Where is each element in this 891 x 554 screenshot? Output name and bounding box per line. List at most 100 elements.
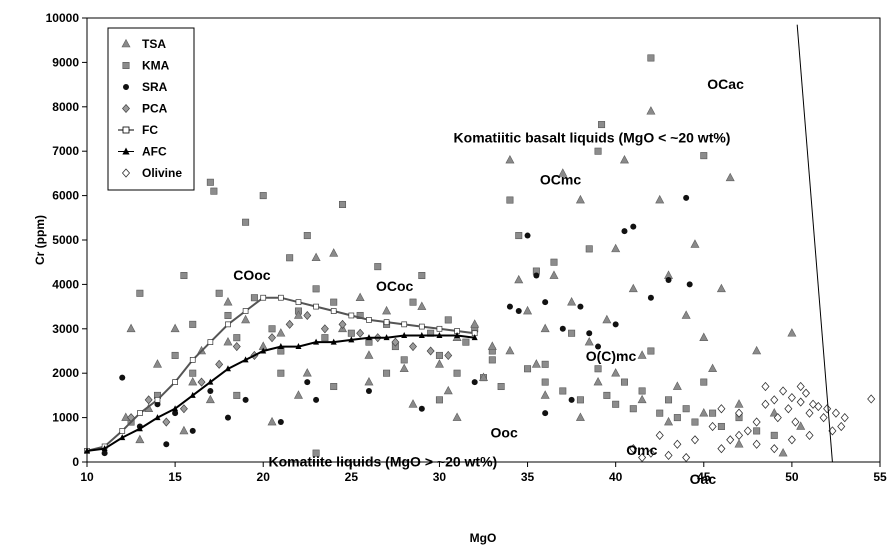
sra-point	[686, 281, 693, 288]
tsa-point	[276, 328, 286, 337]
olivine-point	[837, 421, 846, 432]
kma-point	[700, 152, 708, 160]
fc-point	[207, 339, 214, 345]
x-tick-label: 45	[697, 470, 711, 484]
kma-point	[268, 325, 276, 333]
olivine-point	[726, 435, 735, 445]
legend-box	[107, 27, 195, 191]
fc-point	[119, 428, 126, 434]
tsa-point	[487, 341, 497, 350]
y-tick-label: 5000	[52, 233, 79, 247]
olivine-point	[752, 417, 761, 427]
fc-point	[225, 321, 231, 328]
kma-point	[250, 294, 258, 302]
pca-point	[285, 319, 294, 329]
olivine-point	[717, 444, 726, 454]
kma-point	[691, 418, 699, 426]
sra-point	[542, 299, 549, 306]
olivine-point	[734, 408, 744, 418]
annotation-label: COoc	[233, 267, 271, 283]
olivine-point	[831, 408, 840, 418]
legend-label-fc: FC	[142, 123, 158, 137]
tsa-point	[364, 350, 374, 359]
sra-point	[119, 374, 126, 381]
kma-point	[339, 200, 347, 208]
sra-point	[418, 405, 425, 412]
olivine-point	[805, 408, 814, 418]
kma-point	[629, 405, 637, 413]
tsa-point	[690, 239, 700, 248]
kma-point	[515, 232, 523, 240]
kma-point	[303, 232, 311, 240]
kma-point	[594, 365, 602, 373]
afc-point	[418, 331, 425, 338]
kma-point	[568, 329, 576, 337]
y-tick-label: 1000	[52, 411, 79, 425]
sra-point	[207, 387, 214, 394]
tsa-point	[443, 385, 453, 395]
afc-point	[401, 331, 408, 338]
tsa-point	[593, 376, 603, 386]
kma-point	[506, 196, 514, 204]
kma-point	[462, 338, 470, 346]
annotation-label: Omc	[626, 442, 657, 458]
kma-point	[541, 378, 549, 386]
olivine-point	[770, 395, 779, 405]
sra-point	[665, 276, 672, 283]
tsa-point	[267, 416, 277, 426]
x-tick-label: 50	[785, 470, 799, 484]
tsa-point	[540, 323, 550, 333]
pca-point	[303, 310, 312, 321]
fc-point	[436, 325, 443, 332]
kma-point	[242, 218, 250, 226]
kma-point	[312, 285, 320, 293]
olivine-point	[823, 404, 832, 414]
olivine-point	[840, 412, 849, 423]
afc-point	[330, 338, 337, 345]
legend: TSA KMA SRA PCA FC AFC Olivine	[107, 27, 195, 191]
tsa-point	[302, 368, 312, 377]
legend-label-pca: PCA	[142, 102, 168, 116]
tsa-point	[514, 274, 524, 284]
kma-point	[682, 405, 690, 413]
olivine-point	[796, 397, 805, 407]
x-tick-label: 35	[521, 470, 535, 484]
tsa-point	[769, 408, 779, 417]
annotations: OCac Komatiitic basalt liquids (MgO < ~20…	[233, 76, 744, 487]
tsa-point	[311, 252, 321, 262]
tsa-point	[549, 270, 559, 279]
pca-point	[444, 350, 453, 360]
kma-point	[497, 383, 505, 391]
sra-point	[612, 321, 619, 328]
olivine-point	[752, 439, 761, 449]
afc-point	[242, 356, 249, 363]
kma-point	[598, 121, 606, 129]
plot-area	[86, 17, 881, 463]
olivine-point	[770, 444, 779, 454]
kma-point	[189, 369, 197, 377]
sra-point	[542, 410, 549, 417]
pca-point	[356, 328, 365, 338]
sra-point	[630, 223, 637, 230]
tsa-point	[399, 363, 409, 373]
tsa-point	[452, 412, 462, 421]
sra-point	[683, 194, 690, 201]
afc-point	[383, 334, 390, 341]
pca-point	[338, 319, 347, 329]
kma-point	[189, 320, 197, 328]
fc-point	[260, 294, 267, 301]
tsa-point	[135, 434, 145, 444]
fc-point	[418, 323, 425, 330]
tsa-point	[531, 359, 541, 368]
olivine-point	[743, 426, 752, 436]
fc-point	[277, 294, 284, 301]
olivine-point	[773, 412, 782, 423]
legend-marker-sra	[123, 84, 129, 90]
olivine-control-line	[796, 24, 833, 463]
legend-marker-afc	[122, 147, 130, 155]
kma-point	[418, 272, 426, 280]
tsa-point	[752, 345, 762, 355]
afc-point	[313, 338, 320, 345]
kma-point	[136, 289, 144, 297]
kma-point	[770, 431, 778, 439]
